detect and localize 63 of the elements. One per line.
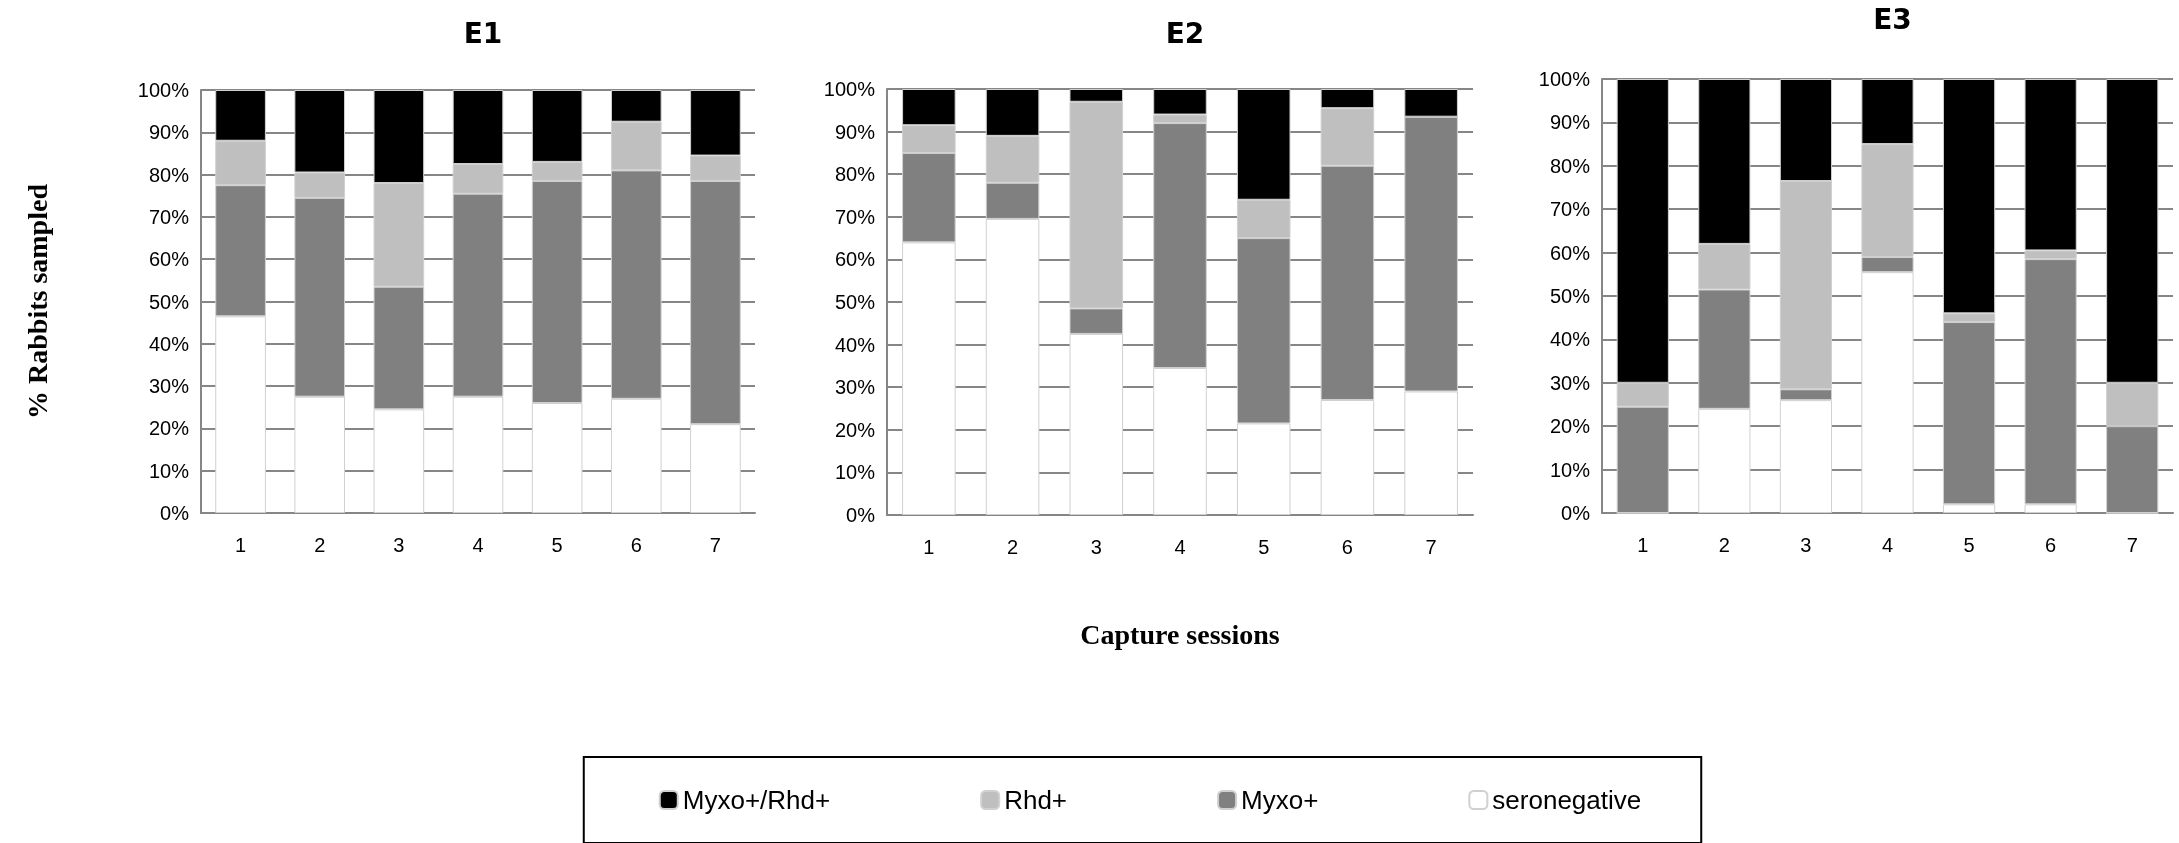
y-tick-label: 10% <box>834 461 876 484</box>
y-tick-label: 90% <box>148 121 190 144</box>
chart-title: E2 <box>1165 16 1205 50</box>
y-tick-label: 80% <box>1549 154 1591 177</box>
legend-label: Myxo+/Rhd+ <box>682 785 831 815</box>
y-tick-label: 30% <box>1549 371 1591 394</box>
x-tick-label: 1 <box>1637 534 1649 556</box>
x-tick-label: 5 <box>1258 536 1270 558</box>
legend-label: seronegative <box>1492 785 1642 815</box>
y-tick-label: 60% <box>1549 241 1591 264</box>
y-tick-label: 0% <box>160 502 190 524</box>
y-tick-label: 90% <box>834 120 876 143</box>
y-tick-label: 40% <box>834 333 876 356</box>
x-tick-label: 7 <box>709 534 721 556</box>
y-tick-label: 20% <box>148 417 190 440</box>
y-tick-label: 40% <box>1549 328 1591 351</box>
x-axis-title: Capture sessions <box>1080 618 1280 650</box>
x-tick-label: 6 <box>630 534 642 556</box>
y-tick-label: 40% <box>148 332 190 355</box>
y-tick-label: 0% <box>1561 502 1591 524</box>
y-tick-label: 50% <box>1549 285 1591 307</box>
x-tick-label: 1 <box>235 534 247 556</box>
y-tick-label: 50% <box>148 290 190 313</box>
x-tick-label: 2 <box>1718 534 1730 556</box>
y-tick-label: 100% <box>137 79 190 101</box>
x-tick-label: 6 <box>1341 536 1353 558</box>
x-tick-label: 2 <box>1007 536 1019 558</box>
y-tick-label: 90% <box>1549 111 1591 134</box>
x-tick-label: 7 <box>2126 534 2138 556</box>
y-tick-label: 10% <box>148 459 190 482</box>
x-tick-label: 2 <box>314 534 326 556</box>
x-tick-label: 5 <box>1963 534 1975 556</box>
legend-label: Rhd+ <box>1004 785 1068 815</box>
x-tick-label: 5 <box>551 534 563 556</box>
chart-title: E1 <box>463 16 503 50</box>
y-tick-label: 70% <box>834 205 876 228</box>
x-tick-label: 4 <box>1881 534 1894 556</box>
y-tick-label: 60% <box>148 248 190 271</box>
x-tick-label: 4 <box>1174 536 1186 558</box>
chart-title: E3 <box>1873 2 1912 36</box>
x-tick-label: 1 <box>923 536 935 558</box>
x-tick-label: 4 <box>472 534 484 556</box>
legend-label: Myxo+ <box>1241 785 1319 815</box>
y-tick-label: 50% <box>834 291 876 313</box>
y-tick-label: 10% <box>1549 458 1591 481</box>
y-tick-label: 60% <box>834 248 876 271</box>
y-tick-label: 70% <box>1549 198 1591 221</box>
y-tick-label: 20% <box>1549 415 1591 438</box>
y-tick-label: 80% <box>834 163 876 186</box>
y-tick-label: 80% <box>148 163 190 186</box>
x-tick-label: 3 <box>1090 536 1102 558</box>
x-tick-label: 3 <box>393 534 405 556</box>
y-tick-label: 100% <box>1538 68 1591 90</box>
y-axis-title: % Rabbits sampled <box>21 183 53 419</box>
y-tick-label: 30% <box>834 376 876 399</box>
y-tick-label: 30% <box>148 375 190 398</box>
y-tick-label: 100% <box>823 78 876 100</box>
y-tick-label: 0% <box>846 504 876 526</box>
x-tick-label: 7 <box>1425 536 1437 558</box>
y-tick-label: 20% <box>834 418 876 441</box>
y-tick-label: 70% <box>148 205 190 228</box>
x-tick-label: 3 <box>1800 534 1812 556</box>
x-tick-label: 6 <box>2045 534 2057 556</box>
